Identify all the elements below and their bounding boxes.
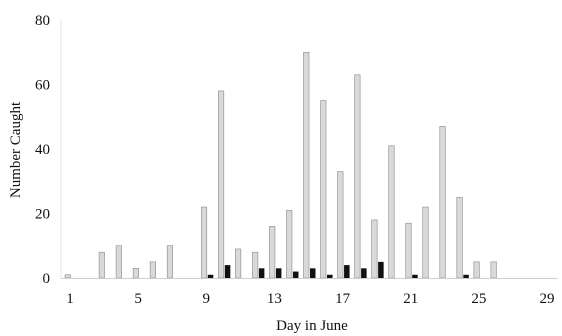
bar-series-1 xyxy=(252,251,259,279)
x-tick-label: 29 xyxy=(540,291,555,307)
y-axis: 0 20 40 60 80 xyxy=(35,13,62,287)
bar-series-1 xyxy=(422,206,429,279)
bar-series-1 xyxy=(490,261,497,279)
bar-series-1 xyxy=(235,248,242,279)
y-tick-label: 20 xyxy=(35,207,50,223)
y-tick-label: 60 xyxy=(35,78,50,94)
bar-series-1 xyxy=(456,197,463,279)
y-tick-label: 0 xyxy=(43,271,51,287)
x-tick-label: 17 xyxy=(335,291,351,307)
bar-series-2 xyxy=(207,274,214,278)
bar-series-2 xyxy=(258,268,265,278)
bar-series-1 xyxy=(218,90,225,279)
bar-series-1 xyxy=(98,251,105,279)
bar-series-1 xyxy=(166,245,174,279)
x-axis-label: Day in June xyxy=(276,318,348,334)
plot-area xyxy=(64,51,497,279)
bar-series-2 xyxy=(344,265,350,278)
bar-series-1 xyxy=(303,51,310,279)
bar-series-1 xyxy=(473,261,480,279)
bar-series-1 xyxy=(115,245,122,279)
bar-series-1 xyxy=(405,222,412,279)
bar-series-2 xyxy=(292,271,299,278)
bar-series-2 xyxy=(361,268,367,278)
bar-series-1 xyxy=(337,171,344,279)
bar-series-2 xyxy=(224,265,231,278)
bar-series-1 xyxy=(354,74,361,279)
bar-series-1 xyxy=(200,206,208,279)
y-tick-label: 40 xyxy=(35,142,50,158)
bar-series-2 xyxy=(378,261,384,279)
bar-series-1 xyxy=(149,261,156,279)
x-tick-label: 1 xyxy=(66,291,74,307)
bar-series-1 xyxy=(132,268,139,279)
x-tick-label: 9 xyxy=(203,291,211,307)
x-tick-label: 25 xyxy=(471,291,486,307)
bar-series-1 xyxy=(286,209,293,279)
bar-series-1 xyxy=(320,100,327,279)
bar-series-1 xyxy=(64,274,71,279)
bar-series-2 xyxy=(412,274,418,278)
bar-series-2 xyxy=(310,268,316,278)
bar-series-1 xyxy=(388,145,395,279)
x-tick-label: 5 xyxy=(134,291,142,307)
bar-series-1 xyxy=(269,226,276,279)
bar-series-2 xyxy=(275,268,282,278)
x-axis: 1 5 9 13 17 21 25 29 xyxy=(61,278,558,307)
bar-series-1 xyxy=(439,126,446,279)
bar-series-1 xyxy=(371,219,378,279)
y-tick-label: 80 xyxy=(35,13,50,29)
bar-series-2 xyxy=(463,274,469,278)
bar-series-2 xyxy=(327,274,333,278)
x-tick-label: 21 xyxy=(403,291,418,307)
x-tick-label: 13 xyxy=(267,291,282,307)
y-axis-label: Number Caught xyxy=(8,101,24,198)
